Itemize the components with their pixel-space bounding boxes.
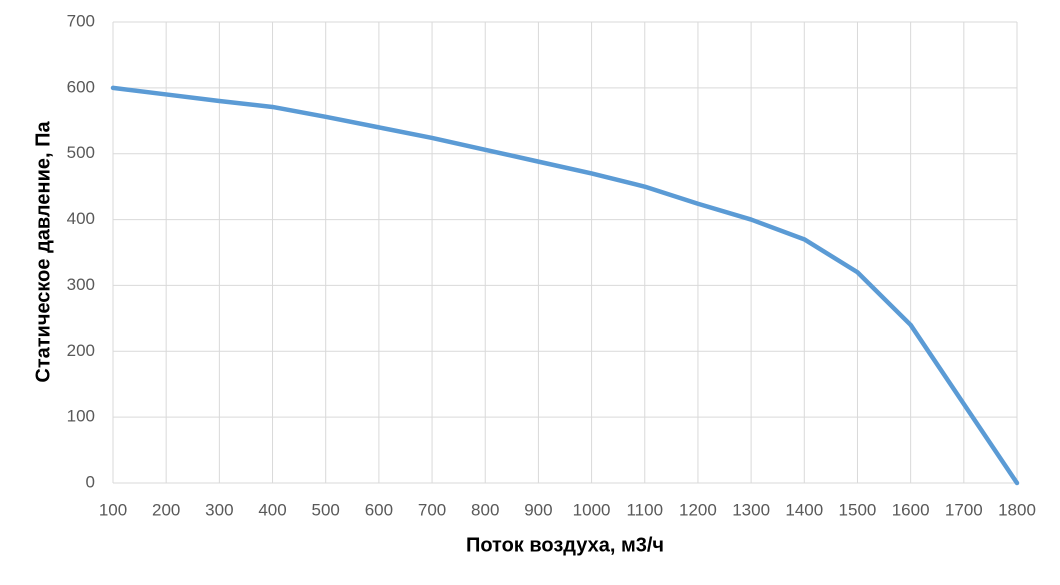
- data-line: [110, 85, 1020, 486]
- x-tick-label: 700: [418, 500, 446, 519]
- y-tick-label: 300: [67, 275, 95, 294]
- x-tick-label: 200: [152, 500, 180, 519]
- x-tick-label: 1400: [785, 500, 823, 519]
- y-tick-label: 500: [67, 143, 95, 162]
- x-tick-label: 1100: [626, 500, 663, 519]
- x-tick-label: 400: [258, 500, 286, 519]
- x-tick-label: 1500: [839, 500, 877, 519]
- x-tick-label: 1700: [945, 500, 983, 519]
- x-tick-label: 900: [524, 500, 552, 519]
- x-tick-label: 300: [205, 500, 233, 519]
- x-tick-label: 500: [312, 500, 340, 519]
- y-axis-title: Статическое давление, Па: [32, 121, 54, 383]
- y-tick-label: 0: [86, 472, 95, 491]
- y-tick-label: 700: [67, 11, 95, 30]
- x-tick-label: 1300: [732, 500, 770, 519]
- x-tick-label: 1200: [679, 500, 717, 519]
- x-tick-label: 1000: [573, 500, 611, 519]
- x-tick-label: 800: [471, 500, 499, 519]
- y-tick-label: 200: [67, 341, 95, 360]
- y-tick-label: 100: [67, 407, 95, 426]
- y-tick-label: 600: [67, 77, 95, 96]
- x-tick-label: 100: [99, 500, 127, 519]
- x-tick-label: 600: [365, 500, 393, 519]
- x-tick-label: 1800: [998, 500, 1036, 519]
- x-tick-label: 1600: [892, 500, 930, 519]
- y-tick-label: 400: [67, 209, 95, 228]
- x-axis-title: Поток воздуха, м3/ч: [466, 534, 664, 556]
